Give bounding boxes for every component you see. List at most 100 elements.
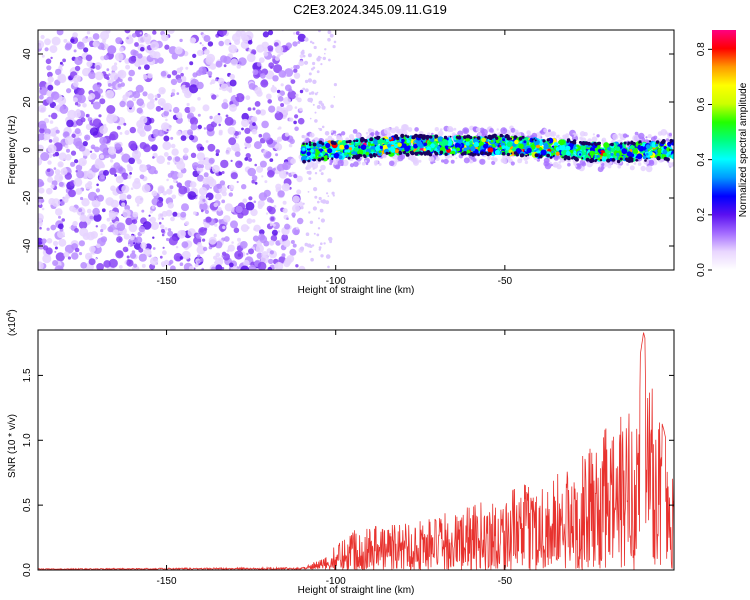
noise-speckle <box>241 118 250 128</box>
noise-speckle <box>274 261 284 270</box>
noise-speckle <box>165 209 173 217</box>
signal-core-blob <box>597 157 600 161</box>
signal-core-blob <box>395 149 399 154</box>
signal-halo-blob <box>572 159 576 163</box>
signal-edge-blob <box>308 143 312 147</box>
noise-speckle <box>74 56 83 66</box>
noise-speckle <box>177 172 184 179</box>
noise-speckle <box>255 109 261 115</box>
noise-speckle <box>215 60 223 68</box>
signal-edge-blob <box>533 138 536 140</box>
noise-speckle <box>310 91 315 95</box>
signal-edge-blob <box>375 153 378 156</box>
signal-halo-blob <box>364 159 368 163</box>
noise-speckle <box>271 229 278 236</box>
noise-speckle <box>312 79 317 85</box>
noise-speckle <box>322 56 326 61</box>
noise-speckle <box>121 202 126 207</box>
noise-speckle <box>247 107 252 111</box>
noise-speckle <box>201 44 204 47</box>
signal-halo-blob <box>553 155 559 161</box>
noise-speckle <box>60 201 65 206</box>
signal-core-blob <box>442 139 449 146</box>
noise-speckle <box>284 257 292 265</box>
noise-speckle <box>235 136 237 139</box>
signal-edge-blob <box>635 159 638 162</box>
noise-speckle <box>147 93 154 100</box>
noise-speckle <box>171 148 179 156</box>
signal-halo-blob <box>622 133 628 138</box>
noise-speckle <box>163 110 169 117</box>
noise-speckle <box>246 53 256 63</box>
noise-speckle <box>316 105 321 109</box>
noise-speckle <box>253 227 256 231</box>
noise-speckle <box>246 218 253 225</box>
noise-speckle <box>88 93 96 100</box>
signal-edge-blob <box>495 136 499 140</box>
noise-speckle <box>246 252 249 256</box>
signal-edge-blob <box>362 154 366 157</box>
noise-speckle <box>327 195 330 197</box>
signal-core-blob <box>341 140 347 146</box>
noise-speckle <box>111 188 114 191</box>
signal-core-blob <box>454 142 461 149</box>
noise-speckle <box>316 70 320 74</box>
signal-edge-blob <box>355 155 359 158</box>
noise-speckle <box>197 260 201 264</box>
signal-halo-blob <box>437 130 444 137</box>
signal-core-blob <box>603 142 610 149</box>
noise-speckle <box>254 101 261 107</box>
signal-core-blob <box>636 153 643 160</box>
noise-speckle <box>324 131 330 136</box>
noise-speckle <box>63 251 70 258</box>
noise-speckle <box>47 71 53 78</box>
signal-edge-blob <box>501 151 506 156</box>
noise-speckle <box>307 170 312 175</box>
noise-speckle <box>181 203 189 212</box>
signal-core-blob <box>375 145 382 152</box>
noise-speckle <box>278 70 287 78</box>
noise-speckle <box>39 226 42 230</box>
signal-edge-blob <box>400 133 405 138</box>
noise-speckle <box>41 207 45 211</box>
noise-speckle <box>129 235 135 241</box>
noise-speckle <box>203 127 207 130</box>
noise-speckle <box>121 153 131 163</box>
noise-speckle <box>237 212 244 219</box>
noise-speckle <box>83 47 89 53</box>
signal-halo-blob <box>640 165 646 172</box>
noise-speckle <box>241 35 250 43</box>
signal-edge-blob <box>630 157 634 161</box>
signal-edge-blob <box>569 140 572 144</box>
noise-speckle <box>130 187 134 190</box>
noise-speckle <box>96 183 99 187</box>
noise-speckle <box>151 144 158 152</box>
signal-halo-blob <box>665 138 670 142</box>
noise-speckle <box>170 265 176 270</box>
noise-speckle <box>203 172 209 178</box>
noise-speckle <box>99 125 108 135</box>
noise-speckle <box>261 251 269 259</box>
noise-speckle <box>174 46 183 55</box>
noise-speckle <box>293 68 298 73</box>
noise-speckle <box>333 40 337 44</box>
noise-speckle <box>109 114 118 122</box>
noise-speckle <box>139 164 148 173</box>
signal-core-blob <box>655 143 659 147</box>
noise-speckle <box>122 246 129 253</box>
noise-speckle <box>197 170 201 174</box>
noise-speckle <box>204 222 210 229</box>
noise-speckle <box>48 198 56 205</box>
noise-speckle <box>298 265 306 270</box>
signal-halo-blob <box>601 137 607 143</box>
noise-speckle <box>269 158 274 163</box>
noise-speckle <box>122 209 131 218</box>
noise-speckle <box>299 107 303 112</box>
signal-edge-blob <box>359 154 363 157</box>
noise-speckle <box>304 88 309 93</box>
noise-speckle <box>250 208 258 217</box>
signal-edge-blob <box>414 133 418 138</box>
noise-speckle <box>221 171 225 174</box>
noise-speckle <box>292 41 298 47</box>
signal-edge-blob <box>331 157 334 160</box>
